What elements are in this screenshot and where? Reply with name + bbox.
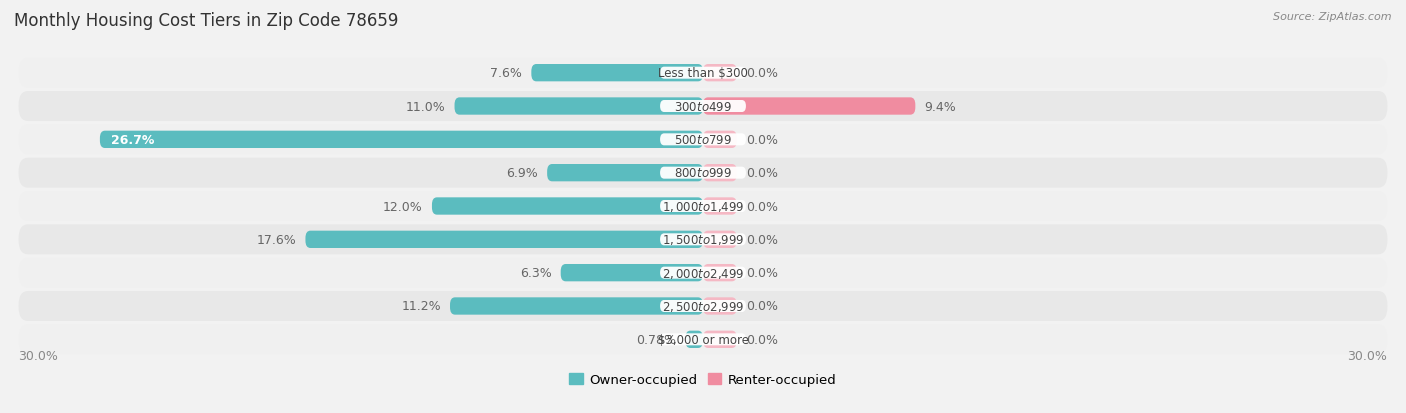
FancyBboxPatch shape <box>531 65 703 82</box>
Text: 12.0%: 12.0% <box>384 200 423 213</box>
FancyBboxPatch shape <box>685 331 703 348</box>
FancyBboxPatch shape <box>18 59 1388 88</box>
FancyBboxPatch shape <box>18 258 1388 288</box>
Text: $3,000 or more: $3,000 or more <box>658 333 748 346</box>
FancyBboxPatch shape <box>659 167 747 179</box>
FancyBboxPatch shape <box>659 267 747 279</box>
Text: $500 to $799: $500 to $799 <box>673 133 733 147</box>
FancyBboxPatch shape <box>703 98 915 115</box>
Text: 11.2%: 11.2% <box>401 300 441 313</box>
Legend: Owner-occupied, Renter-occupied: Owner-occupied, Renter-occupied <box>564 368 842 392</box>
FancyBboxPatch shape <box>659 234 747 246</box>
Text: Source: ZipAtlas.com: Source: ZipAtlas.com <box>1274 12 1392 22</box>
Text: 9.4%: 9.4% <box>924 100 956 113</box>
FancyBboxPatch shape <box>703 298 737 315</box>
Text: 0.0%: 0.0% <box>747 333 778 346</box>
FancyBboxPatch shape <box>18 291 1388 321</box>
Text: 0.0%: 0.0% <box>747 133 778 147</box>
FancyBboxPatch shape <box>703 165 737 182</box>
FancyBboxPatch shape <box>659 334 747 346</box>
FancyBboxPatch shape <box>547 165 703 182</box>
FancyBboxPatch shape <box>703 65 737 82</box>
FancyBboxPatch shape <box>305 231 703 248</box>
Text: 0.0%: 0.0% <box>747 300 778 313</box>
FancyBboxPatch shape <box>18 125 1388 155</box>
FancyBboxPatch shape <box>703 331 737 348</box>
FancyBboxPatch shape <box>100 131 703 149</box>
FancyBboxPatch shape <box>18 92 1388 122</box>
Text: 30.0%: 30.0% <box>1347 349 1388 362</box>
Text: $1,000 to $1,499: $1,000 to $1,499 <box>662 199 744 214</box>
Text: $2,500 to $2,999: $2,500 to $2,999 <box>662 299 744 313</box>
FancyBboxPatch shape <box>703 131 737 149</box>
Text: 0.0%: 0.0% <box>747 67 778 80</box>
FancyBboxPatch shape <box>703 264 737 282</box>
FancyBboxPatch shape <box>703 231 737 248</box>
Text: 7.6%: 7.6% <box>491 67 522 80</box>
Text: 0.78%: 0.78% <box>637 333 676 346</box>
Text: 0.0%: 0.0% <box>747 200 778 213</box>
FancyBboxPatch shape <box>659 67 747 79</box>
Text: 0.0%: 0.0% <box>747 233 778 246</box>
Text: Monthly Housing Cost Tiers in Zip Code 78659: Monthly Housing Cost Tiers in Zip Code 7… <box>14 12 398 30</box>
FancyBboxPatch shape <box>659 134 747 146</box>
Text: 17.6%: 17.6% <box>257 233 297 246</box>
FancyBboxPatch shape <box>561 264 703 282</box>
FancyBboxPatch shape <box>18 225 1388 255</box>
FancyBboxPatch shape <box>659 101 747 113</box>
Text: 0.0%: 0.0% <box>747 167 778 180</box>
Text: 11.0%: 11.0% <box>406 100 446 113</box>
Text: $800 to $999: $800 to $999 <box>673 167 733 180</box>
Text: $1,500 to $1,999: $1,500 to $1,999 <box>662 233 744 247</box>
Text: $2,000 to $2,499: $2,000 to $2,499 <box>662 266 744 280</box>
Text: 26.7%: 26.7% <box>111 133 155 147</box>
Text: 30.0%: 30.0% <box>18 349 59 362</box>
FancyBboxPatch shape <box>18 325 1388 354</box>
Text: 0.0%: 0.0% <box>747 266 778 280</box>
Text: 6.9%: 6.9% <box>506 167 538 180</box>
Text: 6.3%: 6.3% <box>520 266 551 280</box>
Text: Less than $300: Less than $300 <box>658 67 748 80</box>
Text: $300 to $499: $300 to $499 <box>673 100 733 113</box>
FancyBboxPatch shape <box>703 198 737 215</box>
FancyBboxPatch shape <box>18 192 1388 221</box>
FancyBboxPatch shape <box>450 298 703 315</box>
FancyBboxPatch shape <box>18 158 1388 188</box>
FancyBboxPatch shape <box>659 300 747 312</box>
FancyBboxPatch shape <box>659 201 747 212</box>
FancyBboxPatch shape <box>454 98 703 115</box>
FancyBboxPatch shape <box>432 198 703 215</box>
